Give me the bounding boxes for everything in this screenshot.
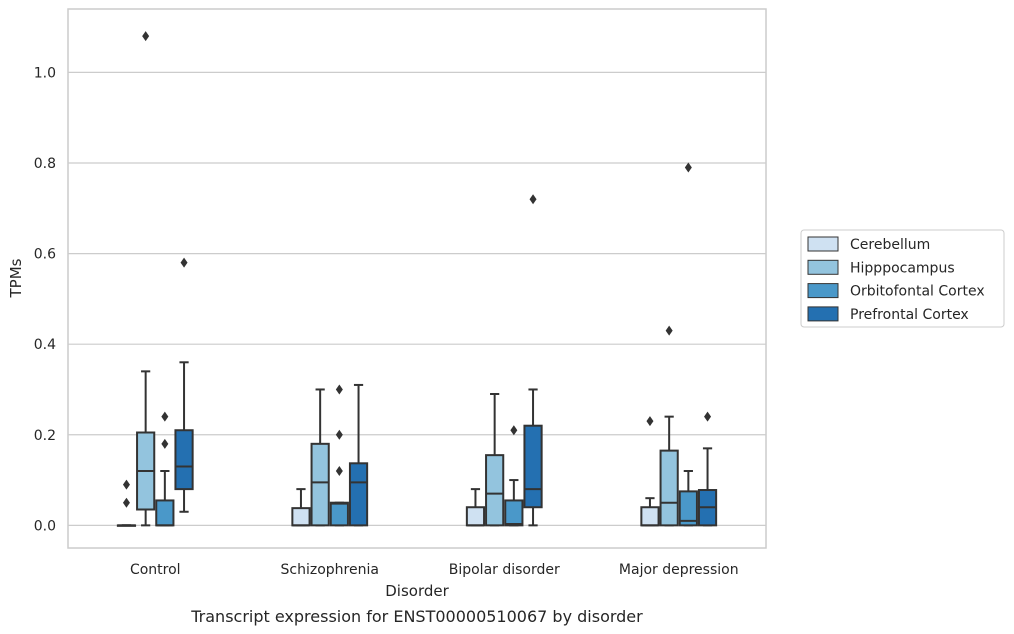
box-iqr [329, 501, 349, 527]
x-tick-label: Control [130, 562, 181, 578]
box-iqr [155, 499, 175, 527]
box [504, 425, 524, 527]
legend-label: Prefrontal Cortex [850, 307, 969, 323]
series-cerebellum [116, 416, 660, 527]
outlier-point [142, 31, 150, 42]
box-iqr [310, 442, 330, 527]
outlier-point [161, 411, 169, 422]
series-prefrontal-cortex [174, 194, 718, 527]
outlier-point [335, 429, 343, 440]
outlier-point [704, 411, 712, 422]
y-tick-label: 0.4 [34, 337, 56, 353]
x-tick-labels: Control Schizophrenia Bipolar disorder Majo… [130, 562, 739, 578]
legend: Cerebellum Hipppocampus Orbitofontal Corte… [800, 229, 1005, 328]
box [523, 194, 543, 527]
y-tick-labels: 0.0 0.2 0.4 0.6 0.8 1.0 [34, 65, 56, 534]
series-hipppocampus [136, 31, 679, 527]
box-iqr [174, 429, 194, 491]
outlier-point [180, 257, 188, 268]
y-tick-label: 1.0 [34, 65, 56, 81]
legend-label: Orbitofontal Cortex [850, 284, 985, 300]
outlier-point [646, 416, 654, 427]
box-iqr [465, 506, 486, 527]
box [348, 383, 369, 527]
outlier-point [335, 384, 343, 395]
box-iqr [659, 449, 679, 527]
legend-label: Hipppocampus [850, 260, 955, 276]
legend-label: Cerebellum [850, 237, 930, 253]
box-series-group [116, 31, 718, 527]
outlier-point [665, 325, 673, 336]
box [678, 162, 698, 527]
legend-frame [800, 229, 1005, 328]
legend-swatch [807, 283, 839, 299]
x-tick-label: Bipolar disorder [449, 562, 560, 578]
x-tick-label: Major depression [619, 562, 739, 578]
box-iqr [678, 490, 698, 527]
box [136, 31, 156, 527]
box [329, 384, 349, 527]
y-tick-label: 0.8 [34, 156, 56, 172]
box [659, 325, 679, 527]
outlier-point [122, 479, 130, 490]
box-iqr [640, 506, 660, 527]
box [155, 411, 175, 527]
box [310, 388, 330, 527]
outlier-point [335, 466, 343, 476]
box-iqr [523, 424, 543, 509]
box [174, 257, 194, 513]
box [465, 488, 486, 527]
plot-frame [67, 8, 767, 549]
y-tick-label: 0.2 [34, 428, 56, 444]
box [640, 416, 660, 527]
box-iqr [348, 462, 369, 527]
outlier-point [161, 438, 169, 449]
chart-caption: Transcript expression for ENST0000051006… [190, 607, 643, 626]
box [291, 488, 311, 527]
box-iqr [291, 507, 311, 527]
outlier-point [684, 162, 692, 173]
outlier-point [122, 497, 130, 508]
box-iqr [485, 454, 505, 527]
y-tick-label: 0.0 [34, 518, 56, 534]
legend-swatch [807, 259, 839, 275]
outlier-point [510, 425, 518, 436]
box-iqr [504, 499, 524, 527]
outlier-point [529, 194, 537, 205]
box [697, 411, 718, 527]
box [116, 479, 137, 527]
legend-swatch [807, 306, 839, 322]
y-tick-label: 0.6 [34, 247, 56, 263]
series-orbitofontal-cortex [155, 162, 698, 527]
x-axis-label: Disorder [385, 582, 449, 600]
y-axis-label: TPMs [7, 258, 25, 298]
x-tick-label: Schizophrenia [281, 562, 379, 578]
box [485, 393, 505, 527]
legend-swatch [807, 236, 839, 252]
